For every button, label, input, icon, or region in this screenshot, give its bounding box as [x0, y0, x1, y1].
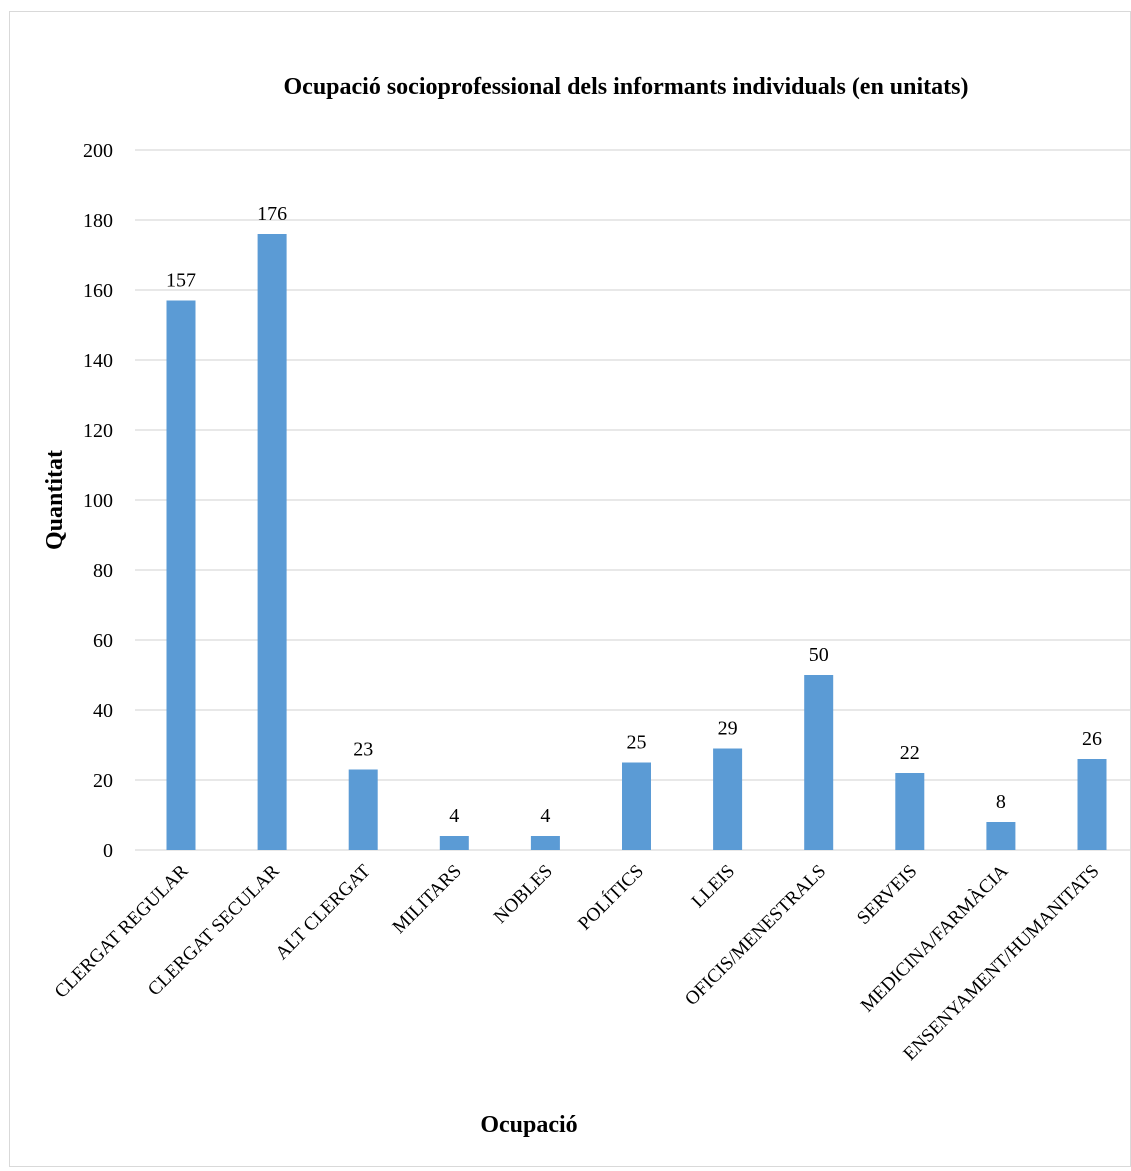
- gridlines: [135, 149, 1130, 851]
- x-tick-label: ENSENYAMENT/HUMANITATS: [899, 861, 1103, 1065]
- chart-frame: [9, 11, 1131, 1167]
- x-tick-label: ALT CLERGAT: [271, 860, 375, 964]
- data-label: 29: [718, 718, 738, 740]
- x-tick-label: LLEIS: [688, 861, 739, 912]
- y-tick-label: 180: [83, 210, 113, 232]
- data-label: 4: [449, 805, 459, 827]
- x-tick-label: POLÍTICS: [574, 860, 649, 935]
- chart-title: Ocupació socioprofessional dels informan…: [284, 74, 969, 100]
- x-tick-label: MEDICINA/FARMÀCIA: [856, 860, 1013, 1017]
- x-tick-label: NOBLES: [490, 861, 557, 928]
- bar: [1077, 759, 1107, 850]
- bar: [166, 300, 196, 850]
- x-tick-label: MILITARS: [389, 861, 466, 938]
- x-axis-title: Ocupació: [480, 1112, 577, 1138]
- data-label: 157: [166, 270, 196, 292]
- bars: [166, 234, 1107, 850]
- y-tick-label: 0: [103, 840, 113, 862]
- y-tick-label: 80: [93, 560, 113, 582]
- data-label: 22: [900, 742, 920, 764]
- y-tick-label: 140: [83, 350, 113, 372]
- bar: [348, 769, 378, 850]
- bar: [622, 762, 651, 850]
- bar: [530, 836, 560, 850]
- bar: [713, 748, 743, 850]
- data-label: 25: [627, 732, 647, 754]
- data-label: 50: [809, 644, 829, 666]
- data-label: 26: [1082, 728, 1102, 750]
- y-tick-label: 200: [83, 140, 113, 162]
- y-tick-label: 100: [83, 490, 113, 512]
- y-tick-label: 20: [93, 770, 113, 792]
- bar: [257, 234, 287, 850]
- data-label: 4: [540, 805, 550, 827]
- bar: [804, 675, 834, 850]
- y-tick-label: 60: [93, 630, 113, 652]
- y-axis-title: Quantitat: [42, 450, 68, 550]
- y-tick-label: 160: [83, 280, 113, 302]
- bar: [439, 836, 469, 850]
- bar: [986, 822, 1016, 850]
- data-label: 8: [996, 791, 1006, 813]
- data-label: 23: [353, 739, 373, 761]
- y-tick-label: 120: [83, 420, 113, 442]
- y-tick-label: 40: [93, 700, 113, 722]
- x-tick-label: SERVEIS: [853, 861, 921, 929]
- data-label: 176: [257, 203, 287, 225]
- bar: [895, 773, 925, 850]
